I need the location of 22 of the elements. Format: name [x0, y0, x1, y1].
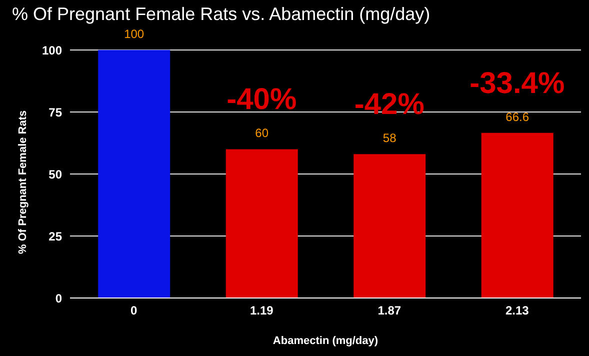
data-label: 60 [255, 126, 269, 140]
data-label: 100 [124, 27, 144, 41]
x-tick-label: 1.87 [378, 304, 402, 318]
bar [98, 50, 170, 298]
x-axis-title: Abamectin (mg/day) [272, 335, 378, 347]
y-tick-label: 0 [55, 291, 62, 306]
y-tick-label: 50 [48, 167, 62, 182]
annotation: -33.4% [470, 66, 565, 100]
bar [481, 132, 554, 298]
y-tick-label: 100 [42, 43, 62, 58]
annotation: -40% [226, 83, 297, 116]
x-tick-label: 0 [130, 304, 138, 318]
chart-title: % Of Pregnant Female Rats vs. Abamectin (mg/day) [12, 4, 430, 25]
bar [354, 154, 426, 298]
y-tick-label: 75 [48, 105, 62, 120]
x-tick-label: 2.13 [505, 304, 530, 318]
data-label: 58 [382, 131, 397, 146]
y-axis-title: % Of Pregnant Female Rats [16, 110, 29, 254]
x-tick-label: 1.19 [250, 304, 274, 318]
bar [226, 149, 298, 298]
data-label: 66.6 [506, 110, 530, 124]
y-tick-label: 25 [48, 229, 62, 244]
